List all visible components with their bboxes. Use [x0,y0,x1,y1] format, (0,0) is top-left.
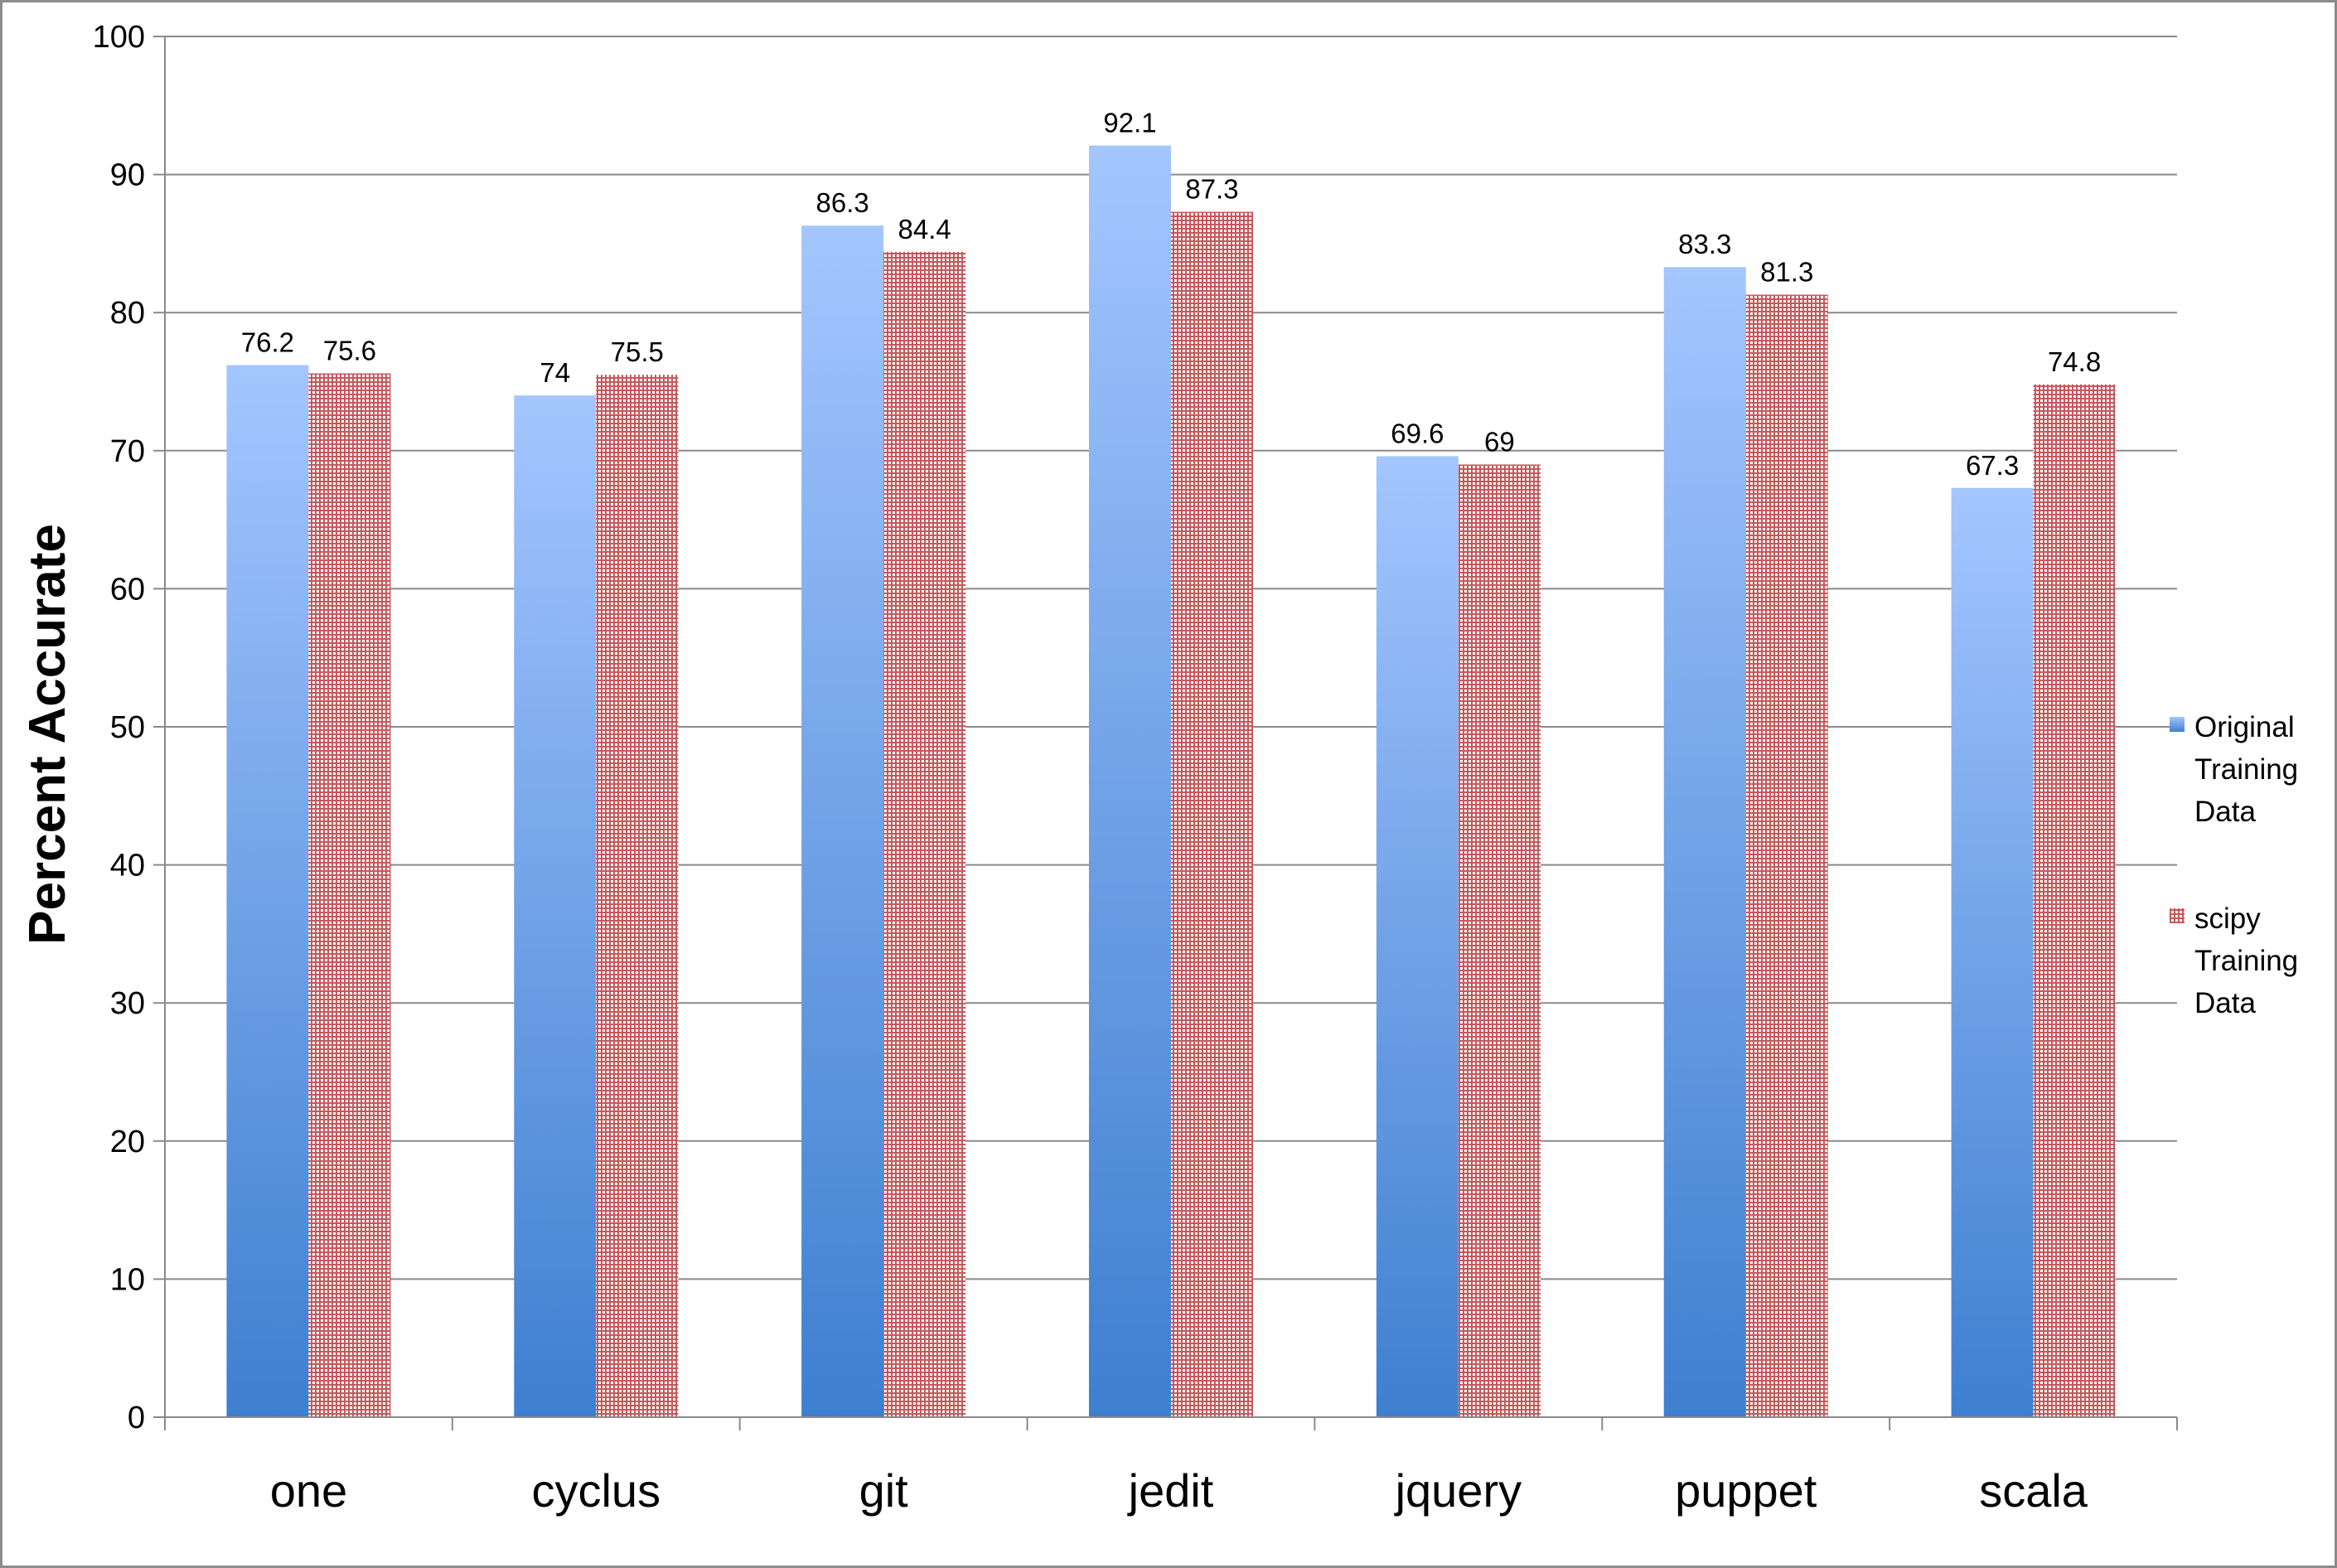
legend-item-original: Original Training Data [2170,706,2319,833]
legend-label-scipy: scipy Training Data [2194,903,2299,1019]
y-axis-label: Percent Accurate [19,524,76,945]
y-tick-label-50: 50 [110,710,145,745]
data-label-scala-series-0: 67.3 [1966,450,2019,481]
bar-one-series-1 [308,373,391,1417]
y-tick-label-100: 100 [93,20,145,55]
legend-swatch-original [2170,717,2185,732]
axes [153,36,2178,1430]
category-label-jquery: jquery [1394,1464,1522,1517]
bar-cyclus-series-0 [514,395,597,1417]
bar-cyclus-series-1 [596,375,679,1417]
bar-jquery-series-1 [1458,464,1541,1418]
data-label-puppet-series-0: 83.3 [1678,229,1731,259]
legend-item-scipy: scipy Training Data [2170,898,2319,1024]
y-tick-label-20: 20 [110,1125,145,1159]
bar-jquery-series-0 [1376,456,1459,1417]
y-tick-label-90: 90 [110,158,145,193]
bar-git-series-0 [801,225,884,1418]
legend-label-original: Original Training Data [2194,711,2299,828]
y-tick-label-60: 60 [110,572,145,607]
y-tick-label-70: 70 [110,434,145,469]
bar-jedit-series-0 [1089,145,1171,1417]
data-label-jedit-series-1: 87.3 [1185,174,1238,205]
category-label-git: git [859,1464,909,1517]
category-label-one: one [270,1464,347,1517]
bar-scala-series-0 [1951,487,2034,1417]
category-label-puppet: puppet [1675,1464,1817,1517]
category-label-cyclus: cyclus [531,1464,660,1517]
data-label-jquery-series-1: 69 [1484,426,1515,457]
category-label-scala: scala [1979,1464,2088,1517]
data-label-git-series-1: 84.4 [898,214,951,244]
labels: 0 10 20 30 40 50 60 70 80 90 100 76.2 75.6 one 74 75.5 c… [93,20,2102,1517]
y-tick-label-0: 0 [128,1401,145,1435]
data-label-one-series-1: 75.6 [323,336,376,366]
bar-puppet-series-1 [1745,294,1828,1417]
legend-swatch-scipy [2170,908,2185,923]
bar-puppet-series-0 [1663,267,1746,1418]
category-label-jedit: jedit [1127,1464,1214,1517]
bar-one-series-0 [226,365,309,1417]
bar-jedit-series-1 [1171,211,1253,1417]
y-tick-label-10: 10 [110,1262,145,1297]
bar-git-series-1 [883,251,966,1417]
data-label-one-series-0: 76.2 [241,327,294,358]
data-label-cyclus-series-1: 75.5 [611,336,664,367]
bar-scala-series-1 [2033,384,2116,1417]
y-tick-label-40: 40 [110,849,145,883]
data-label-scala-series-1: 74.8 [2048,346,2101,377]
y-tick-label-30: 30 [110,986,145,1021]
data-label-puppet-series-1: 81.3 [1760,257,1813,288]
data-label-git-series-0: 86.3 [816,187,869,218]
data-label-cyclus-series-0: 74 [539,357,570,388]
data-label-jedit-series-0: 92.1 [1103,108,1156,138]
y-tick-label-80: 80 [110,296,145,331]
data-label-jquery-series-0: 69.6 [1391,418,1444,448]
bars [226,145,2116,1418]
